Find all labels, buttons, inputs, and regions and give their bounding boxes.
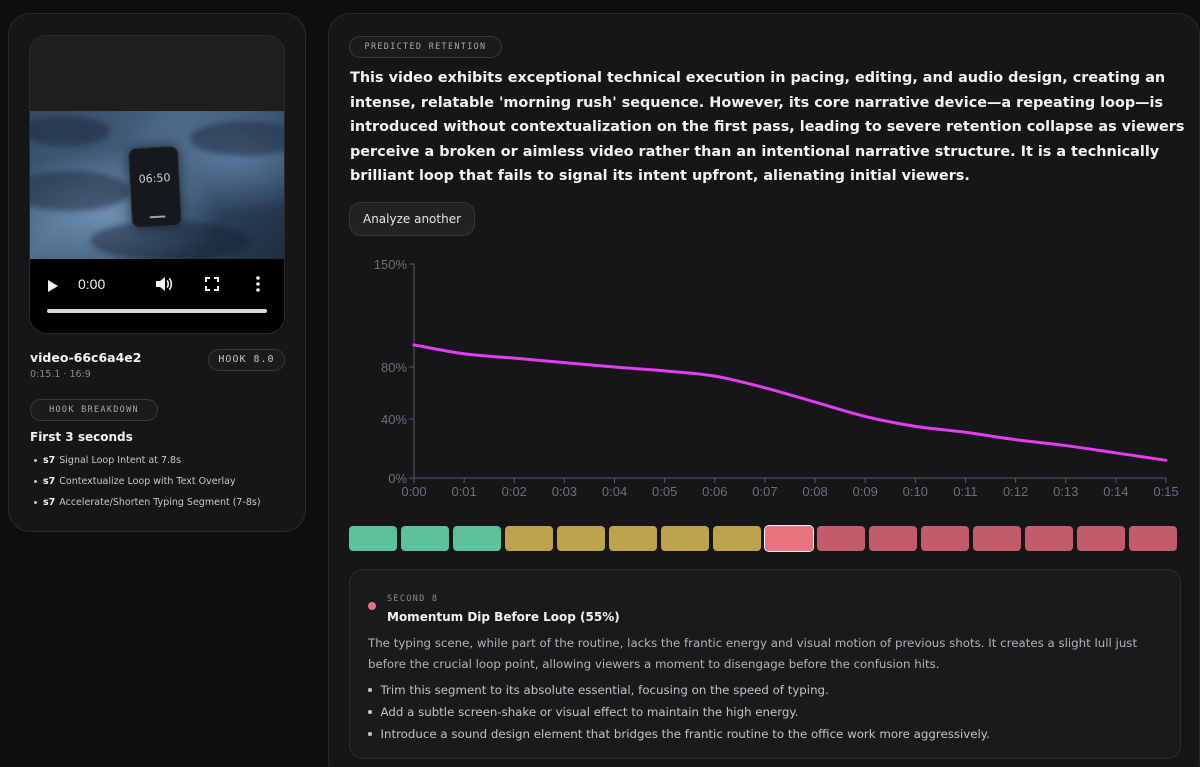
x-tick-label: 0:07 (752, 484, 777, 499)
x-tick-label: 0:01 (451, 484, 476, 499)
list-item: s7 Contextualize Loop with Text Overlay (30, 476, 261, 487)
x-tick-label: 0:10 (903, 484, 928, 499)
list-item: s7 Accelerate/Shorten Typing Segment (7-8… (30, 497, 261, 508)
second-segment[interactable] (973, 526, 1021, 551)
y-tick-label: 80% (381, 360, 407, 375)
x-tick-label: 0:06 (702, 484, 727, 499)
video-controls: 0:00 (30, 259, 284, 333)
smartphone-image: 06:50 (127, 145, 183, 229)
second-segments (349, 525, 1177, 552)
x-tick-label: 0:12 (1003, 484, 1028, 499)
second-segment[interactable] (505, 526, 553, 551)
current-time: 0:00 (78, 276, 106, 292)
second-segment[interactable] (1077, 526, 1125, 551)
second-segment[interactable] (1025, 526, 1073, 551)
second-segment[interactable] (764, 525, 814, 552)
status-dot (368, 602, 376, 610)
video-player[interactable]: 06:50 0:00 (29, 35, 285, 334)
x-tick-label: 0:03 (552, 484, 577, 499)
y-tick-label: 150% (374, 257, 408, 272)
second-segment[interactable] (349, 526, 397, 551)
retention-chart: 150% 80% 40% 0%0:00 0:01 0:02 0:03 0:04 0:05 0:06… (374, 257, 1179, 499)
list-item: Introduce a sound design element that br… (368, 727, 990, 741)
x-tick-label: 0:13 (1053, 484, 1078, 499)
video-name: video-66c6a4e2 (30, 350, 142, 365)
second-detail-card: SECOND 8 Momentum Dip Before Loop (55%) … (349, 569, 1181, 759)
fullscreen-icon[interactable] (204, 276, 220, 296)
list-item: s7 Signal Loop Intent at 7.8s (30, 455, 261, 466)
second-segment[interactable] (401, 526, 449, 551)
second-segment[interactable] (1129, 526, 1177, 551)
second-segment[interactable] (609, 526, 657, 551)
predicted-retention-label: PREDICTED RETENTION (349, 36, 502, 58)
x-tick-label: 0:02 (502, 484, 527, 499)
phone-clock: 06:50 (138, 171, 171, 186)
hook-breakdown-list: s7 Signal Loop Intent at 7.8s s7 Contextua… (30, 455, 261, 518)
video-progress-bar[interactable] (47, 309, 267, 313)
more-options-icon[interactable] (255, 275, 261, 297)
detail-description: The typing scene, while part of the rout… (368, 636, 1138, 671)
retention-card: PREDICTED RETENTION This video exhibits … (328, 13, 1200, 767)
play-icon[interactable] (48, 280, 58, 292)
x-tick-label: 0:05 (652, 484, 677, 499)
analyze-another-button[interactable]: Analyze another (349, 202, 475, 236)
recommendation-list: Trim this segment to its absolute essent… (368, 683, 990, 749)
x-tick-label: 0:00 (401, 484, 426, 499)
y-tick-label: 0% (388, 471, 407, 486)
hook-breakdown-label: HOOK BREAKDOWN (30, 399, 158, 421)
x-tick-label: 0:15 (1153, 484, 1178, 499)
hook-breakdown-heading: First 3 seconds (30, 430, 133, 444)
x-tick-label: 0:08 (802, 484, 827, 499)
second-segment[interactable] (713, 526, 761, 551)
retention-summary: This video exhibits exceptional technica… (350, 70, 1185, 184)
detail-title: Momentum Dip Before Loop (55%) (387, 610, 620, 624)
x-tick-label: 0:04 (602, 484, 627, 499)
retention-line (412, 343, 1168, 462)
second-label: SECOND 8 (387, 594, 439, 604)
x-tick-label: 0:11 (953, 484, 977, 499)
volume-icon[interactable] (155, 276, 173, 296)
hook-score-badge: HOOK 8.0 (208, 349, 285, 371)
second-segment[interactable] (921, 526, 969, 551)
list-item: Trim this segment to its absolute essent… (368, 683, 990, 697)
second-segment[interactable] (817, 526, 865, 551)
second-segment[interactable] (557, 526, 605, 551)
x-tick-label: 0:14 (1103, 484, 1128, 499)
list-item: Add a subtle screen-shake or visual effe… (368, 705, 990, 719)
x-tick-label: 0:09 (853, 484, 878, 499)
video-thumbnail[interactable]: 06:50 (30, 111, 284, 259)
y-tick-label: 40% (381, 412, 407, 427)
second-segment[interactable] (453, 526, 501, 551)
video-card: 06:50 0:00 video-66c6a4e2 0:15.1 · 16:9 … (8, 13, 306, 532)
second-segment[interactable] (661, 526, 709, 551)
video-meta: 0:15.1 · 16:9 (30, 369, 91, 380)
second-segment[interactable] (869, 526, 917, 551)
